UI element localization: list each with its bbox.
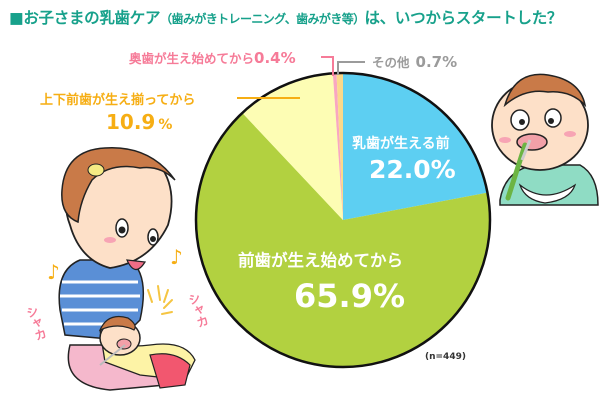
label-other: その他 0.7%: [372, 52, 457, 71]
music-note-right: ♪: [170, 245, 183, 269]
label-back-teeth-value: 0.4%: [254, 49, 296, 67]
label-before-teeth: 乳歯が生える前: [352, 136, 450, 152]
sample-size: (n=449): [425, 352, 466, 362]
baby-brushing-illustration: [491, 73, 599, 206]
value-unit: %: [158, 117, 173, 133]
music-note-left: ♪: [47, 260, 60, 284]
label-other-value: 0.7%: [415, 53, 458, 71]
pie-slice: [196, 112, 490, 367]
title-main-suffix: は、いつからスタートした？: [364, 9, 563, 27]
label-front-teeth-value: 65.9%: [294, 277, 406, 315]
title-main-prefix: ■お子さまの乳歯ケア: [9, 9, 161, 27]
chart-title: ■お子さまの乳歯ケア（歯みがきトレーニング、歯みがき等）は、いつからスタートした…: [9, 6, 562, 28]
label-other-text: その他: [372, 55, 410, 70]
label-back-teeth: 奥歯が生え始めてから0.4%: [129, 48, 296, 67]
value-number: 10.9: [106, 110, 156, 134]
title-subtitle: （歯みがきトレーニング、歯みがき等）: [160, 12, 365, 26]
leader-line-pink: [321, 56, 334, 76]
pie-slice: [242, 73, 343, 221]
label-front-teeth: 前歯が生え始めてから: [238, 251, 403, 270]
label-all-front-teeth: 上下前歯が生え揃ってから: [40, 93, 196, 108]
pie-slice: [332, 73, 343, 220]
label-before-teeth-value: 22.0%: [369, 155, 456, 184]
pie-slice: [343, 73, 488, 220]
mother-child-illustration: [58, 147, 196, 391]
label-back-teeth-text: 奥歯が生え始めてから: [129, 51, 255, 66]
pie-slice: [336, 73, 343, 220]
label-all-front-teeth-value: 10.9%: [106, 110, 172, 134]
pie-slices: [196, 73, 490, 367]
pie-outline: [194, 71, 492, 369]
leader-line-grey: [337, 61, 365, 75]
